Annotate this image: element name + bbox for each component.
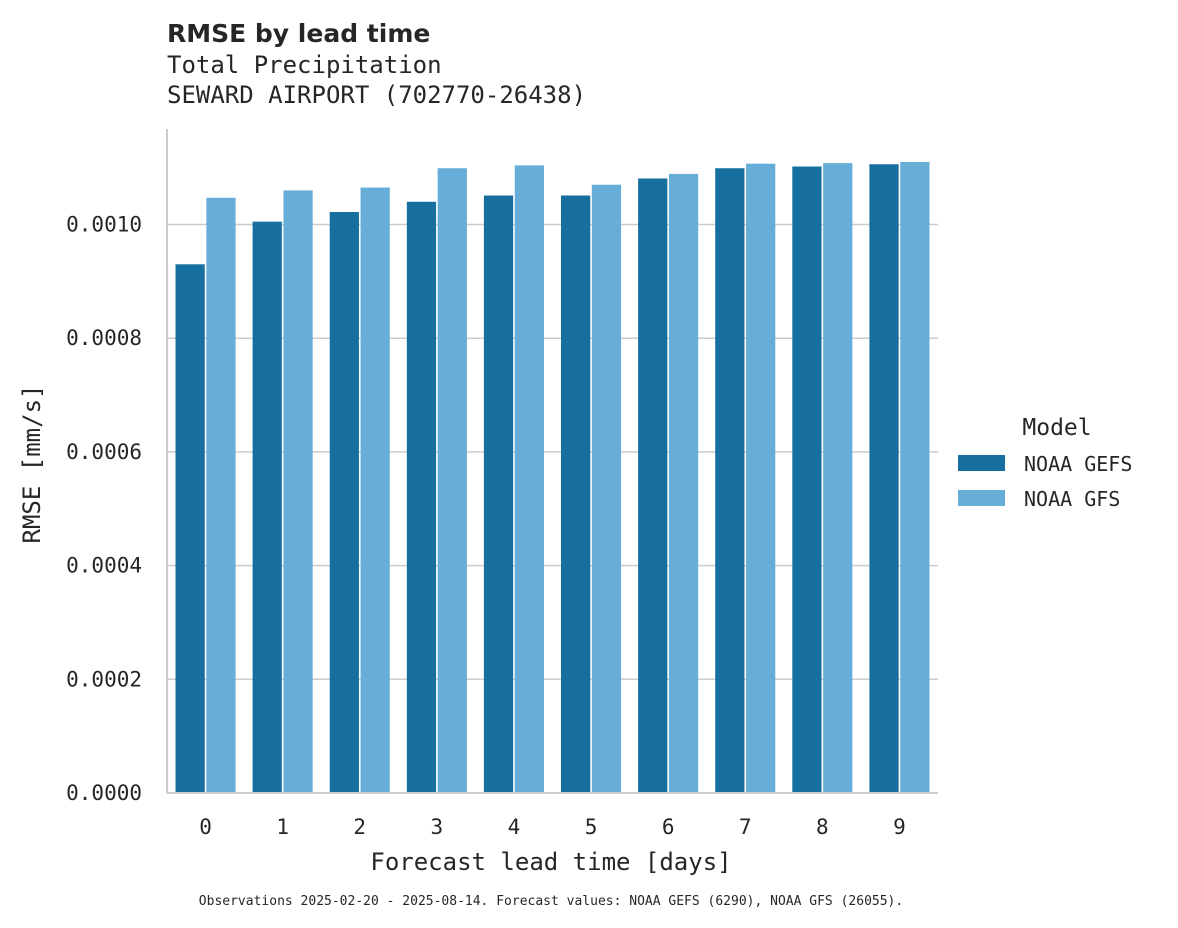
chart-title: RMSE by lead time — [167, 19, 430, 48]
chart-subtitle-station: SEWARD AIRPORT (702770-26438) — [167, 81, 586, 109]
bar-noaa-gfs-day-8 — [823, 163, 853, 793]
y-tick-label: 0.0010 — [66, 213, 142, 237]
bar-noaa-gfs-day-6 — [668, 173, 699, 794]
bar-noaa-gfs-day-1 — [283, 190, 313, 793]
bar-noaa-gfs-day-4 — [514, 165, 544, 794]
x-tick-label: 0 — [199, 815, 212, 839]
bar-series — [175, 161, 930, 794]
x-tick-label: 2 — [353, 815, 366, 839]
y-tick-label: 0.0002 — [66, 667, 142, 691]
bar-noaa-gefs-day-2 — [329, 212, 359, 793]
bar-noaa-gefs-day-4 — [483, 195, 514, 794]
x-tick-label: 7 — [739, 815, 752, 839]
legend-swatch-noaa-gefs — [958, 455, 1005, 471]
y-tick-label: 0.0000 — [66, 781, 142, 805]
bar-noaa-gefs-day-3 — [406, 201, 437, 794]
x-tick-label: 9 — [893, 815, 906, 839]
legend-label-noaa-gfs: NOAA GFS — [1024, 487, 1120, 511]
x-tick-label: 5 — [585, 815, 598, 839]
bar-noaa-gefs-day-9 — [869, 164, 899, 793]
bar-noaa-gefs-day-8 — [792, 166, 822, 793]
legend: Model NOAA GEFS NOAA GFS — [958, 415, 1132, 511]
y-axis-label: RMSE [mm/s] — [18, 385, 46, 544]
bar-noaa-gfs-day-0 — [206, 197, 236, 794]
x-tick-label: 4 — [508, 815, 521, 839]
bar-noaa-gfs-day-7 — [746, 163, 776, 793]
y-tick-label: 0.0008 — [66, 326, 142, 350]
x-tick-label: 8 — [816, 815, 829, 839]
chart-subtitle-variable: Total Precipitation — [167, 51, 442, 79]
x-tick-label: 6 — [662, 815, 675, 839]
legend-swatch-noaa-gfs — [958, 490, 1005, 506]
footnote: Observations 2025-02-20 - 2025-08-14. Fo… — [199, 894, 903, 909]
y-tick-label: 0.0004 — [66, 554, 142, 578]
bar-noaa-gefs-day-0 — [175, 264, 205, 793]
bar-noaa-gfs-day-9 — [900, 161, 930, 793]
x-tick-label: 1 — [276, 815, 289, 839]
x-tick-label: 3 — [431, 815, 444, 839]
y-tick-label: 0.0006 — [66, 440, 142, 464]
bar-noaa-gefs-day-1 — [252, 221, 282, 794]
x-axis-label: Forecast lead time [days] — [370, 848, 731, 876]
bar-noaa-gfs-day-2 — [360, 187, 390, 793]
legend-title: Model — [1022, 415, 1091, 441]
bar-noaa-gfs-day-5 — [591, 184, 622, 793]
bar-noaa-gefs-day-7 — [715, 168, 745, 794]
y-tick-labels: 0.0000 0.0002 0.0004 0.0006 0.0008 0.0010 — [66, 213, 142, 805]
x-tick-labels: 0 1 2 3 4 5 6 7 8 9 — [199, 815, 906, 839]
bar-noaa-gefs-day-5 — [561, 195, 591, 794]
bar-noaa-gefs-day-6 — [638, 178, 668, 793]
bar-noaa-gfs-day-3 — [437, 168, 467, 794]
legend-label-noaa-gefs: NOAA GEFS — [1024, 452, 1132, 476]
y-gridlines — [167, 223, 938, 681]
